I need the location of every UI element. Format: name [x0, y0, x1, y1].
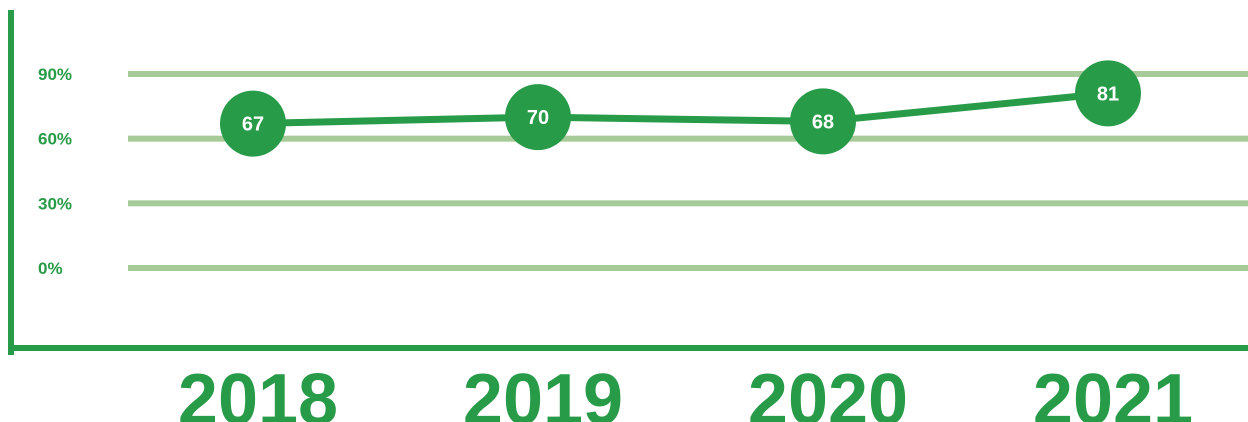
gridlines: [128, 71, 1248, 271]
series-line: [249, 89, 1112, 128]
y-tick-label: 0%: [38, 259, 63, 278]
data-label: 70: [527, 107, 549, 129]
gridline: [128, 135, 1248, 142]
series-line-group: [249, 89, 1112, 128]
gridline: [128, 71, 1248, 77]
y-tick-label: 30%: [38, 194, 72, 213]
data-label: 68: [812, 111, 834, 133]
y-tick-label: 60%: [38, 130, 72, 149]
x-tick-label: 2019: [463, 360, 623, 422]
y-axis-ticks: 0% 30% 60% 90%: [38, 65, 72, 278]
gridline: [128, 265, 1248, 271]
data-markers: 67 70 68 81: [220, 60, 1141, 157]
data-point-marker: [220, 90, 286, 157]
x-tick-label: 2018: [178, 360, 338, 422]
x-axis-ticks: 2018 2019 2020 2021: [178, 360, 1193, 422]
y-axis-line: [8, 10, 14, 355]
data-label: 81: [1097, 83, 1119, 105]
data-point-marker: [505, 84, 571, 151]
x-tick-label: 2021: [1033, 360, 1193, 422]
data-point-marker: [790, 88, 856, 155]
gridline: [128, 200, 1248, 207]
y-tick-label: 90%: [38, 65, 72, 84]
x-axis-line: [8, 345, 1248, 351]
data-point-marker: [1075, 60, 1141, 127]
axes: [8, 10, 1248, 355]
data-label: 67: [242, 114, 264, 136]
x-tick-label: 2020: [748, 360, 908, 422]
